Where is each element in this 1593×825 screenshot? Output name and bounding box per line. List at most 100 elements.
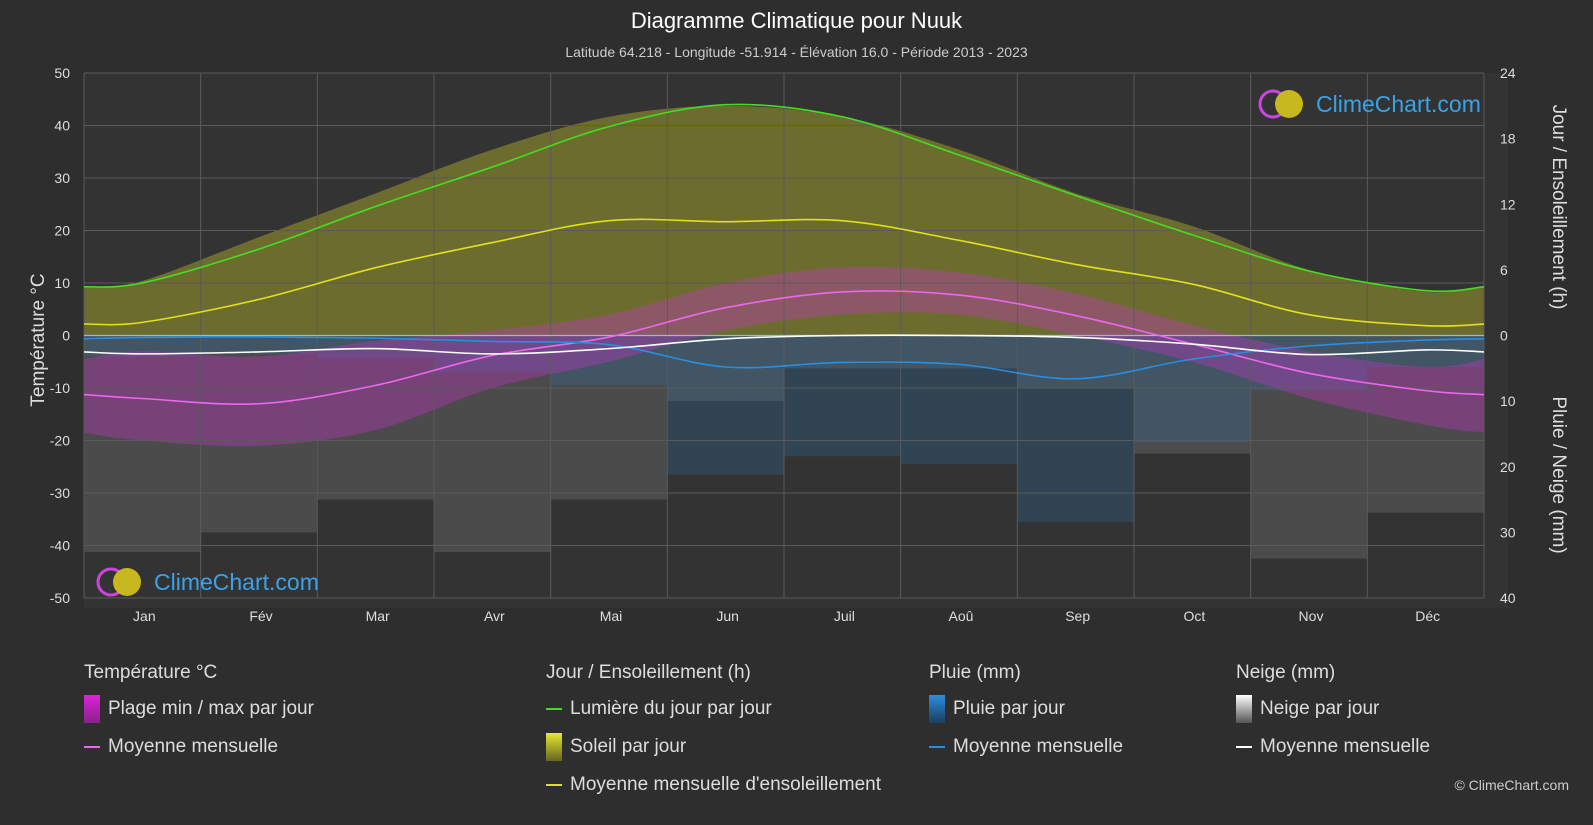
rain-daily-band <box>1017 335 1134 522</box>
snow-daily-band <box>1367 335 1484 513</box>
month-tick-label: Juil <box>834 608 855 624</box>
legend-item: Lumière du jour par jour <box>546 696 881 722</box>
left-tick-label: -30 <box>50 485 70 501</box>
right-mm-tick-label: 20 <box>1500 459 1516 475</box>
legend-swatch <box>929 695 945 723</box>
right-hours-tick-label: 12 <box>1500 196 1516 212</box>
sunshine-avg-line <box>83 218 1485 327</box>
legend-swatch <box>1236 695 1252 723</box>
legend-label: Pluie par jour <box>953 698 1065 719</box>
right-hours-tick-label: 18 <box>1500 131 1516 147</box>
rain-daily-band <box>200 335 318 354</box>
legend-item: Soleil par jour <box>546 733 881 761</box>
rain-daily-band <box>1250 335 1368 391</box>
logo-bottom: ClimeChart.com <box>96 566 319 598</box>
left-tick-label: -50 <box>50 590 70 606</box>
month-tick-label: Fév <box>249 608 272 624</box>
rain-daily-band <box>900 335 1018 465</box>
snow-daily-band <box>1134 335 1251 454</box>
legend-temperature-title: Température °C <box>84 662 218 683</box>
snow-daily-band <box>200 335 318 533</box>
logo-icon <box>96 567 141 597</box>
month-tick-label: Nov <box>1299 608 1324 624</box>
right-mm-tick-label: 40 <box>1500 590 1516 606</box>
legend-item: Neige par jour <box>1236 695 1430 723</box>
legend-snow: Neige (mm) Neige par jour Moyenne mensue… <box>1236 662 1430 772</box>
left-tick-label: 40 <box>54 118 70 134</box>
month-tick-label: Déc <box>1415 608 1440 624</box>
snow-daily-band <box>667 335 784 402</box>
daylight-line <box>83 103 1485 293</box>
snow-avg-line <box>83 334 1485 356</box>
right-top-axis-label: Jour / Ensoleillement (h) <box>1548 105 1569 310</box>
legend-item: Moyenne mensuelle d'ensoleillement <box>546 772 881 798</box>
legend-swatch <box>929 746 945 748</box>
legend-swatch <box>84 746 100 748</box>
logo-icon <box>1258 89 1303 119</box>
rain-daily-band <box>784 335 901 457</box>
right-hours-tick-label: 0 <box>1500 328 1508 344</box>
snow-daily-band <box>317 335 434 500</box>
legend-snow-title: Neige (mm) <box>1236 662 1336 683</box>
legend-label: Soleil par jour <box>570 736 687 757</box>
left-axis-label: Température °C <box>28 273 49 406</box>
snow-daily-band <box>550 335 668 500</box>
legend-swatch <box>546 784 562 786</box>
left-tick-label: -10 <box>50 380 70 396</box>
left-tick-label: 20 <box>54 223 70 239</box>
month-tick-label: Sep <box>1065 608 1090 624</box>
temperature-avg-line <box>83 290 1485 406</box>
month-tick-label: Jan <box>133 608 156 624</box>
chart-title: Diagramme Climatique pour Nuuk <box>630 8 963 33</box>
snow-daily-band <box>434 335 551 553</box>
month-tick-label: Jun <box>716 608 739 624</box>
logo-top: ClimeChart.com <box>1258 88 1481 120</box>
legend-item: Moyenne mensuelle <box>929 734 1123 760</box>
left-tick-label: 0 <box>62 328 70 344</box>
left-tick-label: -40 <box>50 538 70 554</box>
legend-sun: Jour / Ensoleillement (h) Lumière du jou… <box>546 662 881 810</box>
month-tick-label: Oct <box>1183 608 1205 624</box>
right-hours-tick-label: 6 <box>1500 262 1508 278</box>
month-tick-label: Avr <box>484 608 505 624</box>
copyright: © ClimeChart.com <box>1454 777 1569 793</box>
legend-swatch <box>546 733 562 761</box>
legend-label: Moyenne mensuelle d'ensoleillement <box>570 774 881 795</box>
left-tick-label: 30 <box>54 170 70 186</box>
left-tick-label: 10 <box>54 275 70 291</box>
logo-text: ClimeChart.com <box>154 568 319 595</box>
legend-label: Neige par jour <box>1260 698 1380 719</box>
right-mm-tick-label: 30 <box>1500 524 1516 540</box>
left-tick-label: -20 <box>50 433 70 449</box>
legend-item: Plage min / max par jour <box>84 695 314 723</box>
legend-temperature: Température °C Plage min / max par jour … <box>84 662 314 772</box>
legend-label: Plage min / max par jour <box>108 698 314 719</box>
legend-label: Moyenne mensuelle <box>108 736 279 757</box>
left-tick-label: 50 <box>54 65 70 81</box>
legend-label: Moyenne mensuelle <box>1260 736 1431 757</box>
legend-rain-title: Pluie (mm) <box>929 662 1021 683</box>
legend-swatch <box>84 695 100 723</box>
right-mm-tick-label: 10 <box>1500 393 1516 409</box>
legend-item: Pluie par jour <box>929 695 1123 723</box>
right-bottom-axis-label: Pluie / Neige (mm) <box>1548 396 1569 553</box>
rain-daily-band <box>84 335 201 357</box>
chart-subtitle: Latitude 64.218 - Longitude -51.914 - Él… <box>565 44 1028 60</box>
legend-swatch <box>546 708 562 710</box>
rain-daily-band <box>667 335 784 475</box>
legend-swatch <box>1236 746 1252 748</box>
legend-item: Moyenne mensuelle <box>1236 734 1430 760</box>
month-tick-label: Aoû <box>949 608 974 624</box>
logo-text: ClimeChart.com <box>1316 90 1481 117</box>
legend-item: Moyenne mensuelle <box>84 734 314 760</box>
right-hours-tick-label: 24 <box>1500 65 1516 81</box>
month-tick-label: Mar <box>366 608 390 624</box>
axis-ticks: 50 40 30 20 10 0 -10 -20 -30 -40 -50 24 18 12 6 0 10 20 30… <box>50 65 1516 624</box>
legend-rain: Pluie (mm) Pluie par jour Moyenne mensue… <box>929 662 1123 772</box>
series-lines <box>83 103 1485 406</box>
snow-daily-band <box>84 335 201 553</box>
legend-label: Lumière du jour par jour <box>570 698 772 719</box>
legend-sun-title: Jour / Ensoleillement (h) <box>546 662 751 683</box>
month-tick-label: Mai <box>600 608 623 624</box>
legend-label: Moyenne mensuelle <box>953 736 1124 757</box>
